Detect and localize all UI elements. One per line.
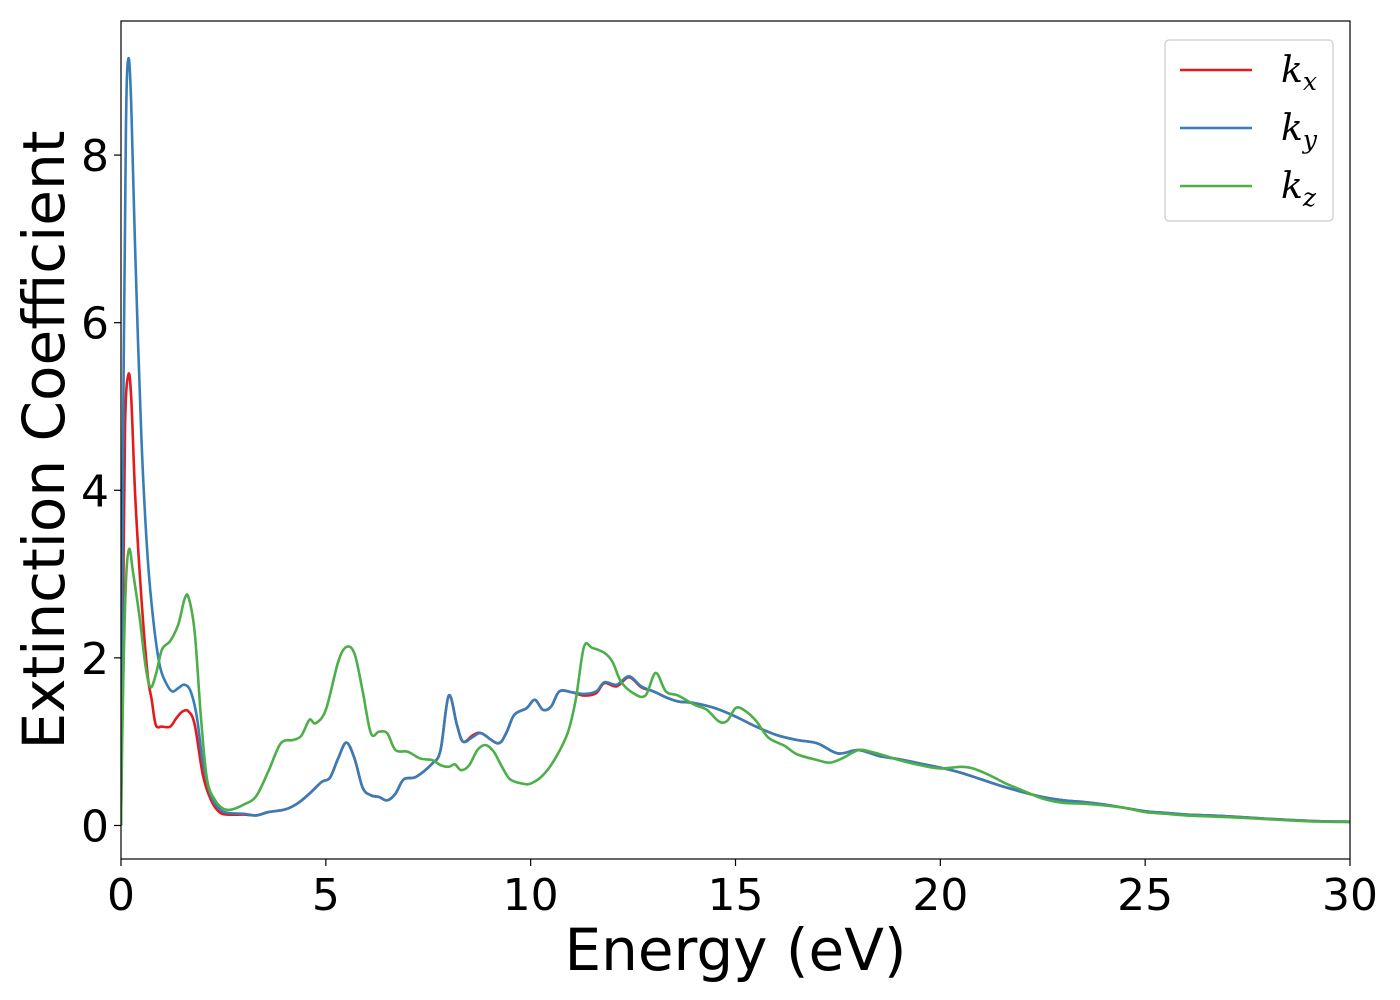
x-tick-label: 5 [312,870,340,921]
x-tick-label: 30 [1322,870,1378,921]
x-axis-title: Energy (eV) [564,916,906,984]
plot-area [120,20,1351,860]
x-tick-label: 20 [912,870,968,921]
y-tick-label: 8 [81,131,109,182]
x-tick-label: 25 [1117,870,1173,921]
x-axis: 0 5 10 15 20 25 30 [107,859,1378,921]
y-tick-label: 0 [81,801,109,852]
y-tick-label: 6 [81,299,109,350]
series-layer [121,56,1350,826]
x-tick-label: 10 [503,870,559,921]
legend-label-ky: ky [1281,108,1318,154]
y-axis: 0 2 4 6 8 [81,131,121,852]
y-tick-label: 2 [81,634,109,685]
y-axis-title: Extinction Coefficient [10,131,78,750]
legend-box [1164,39,1334,222]
y-tick-label: 4 [81,466,109,517]
x-tick-label: 15 [708,870,764,921]
x-tick-label: 0 [107,870,135,921]
series-line-kz [121,547,1350,826]
legend-label-kx: kx [1281,50,1317,96]
